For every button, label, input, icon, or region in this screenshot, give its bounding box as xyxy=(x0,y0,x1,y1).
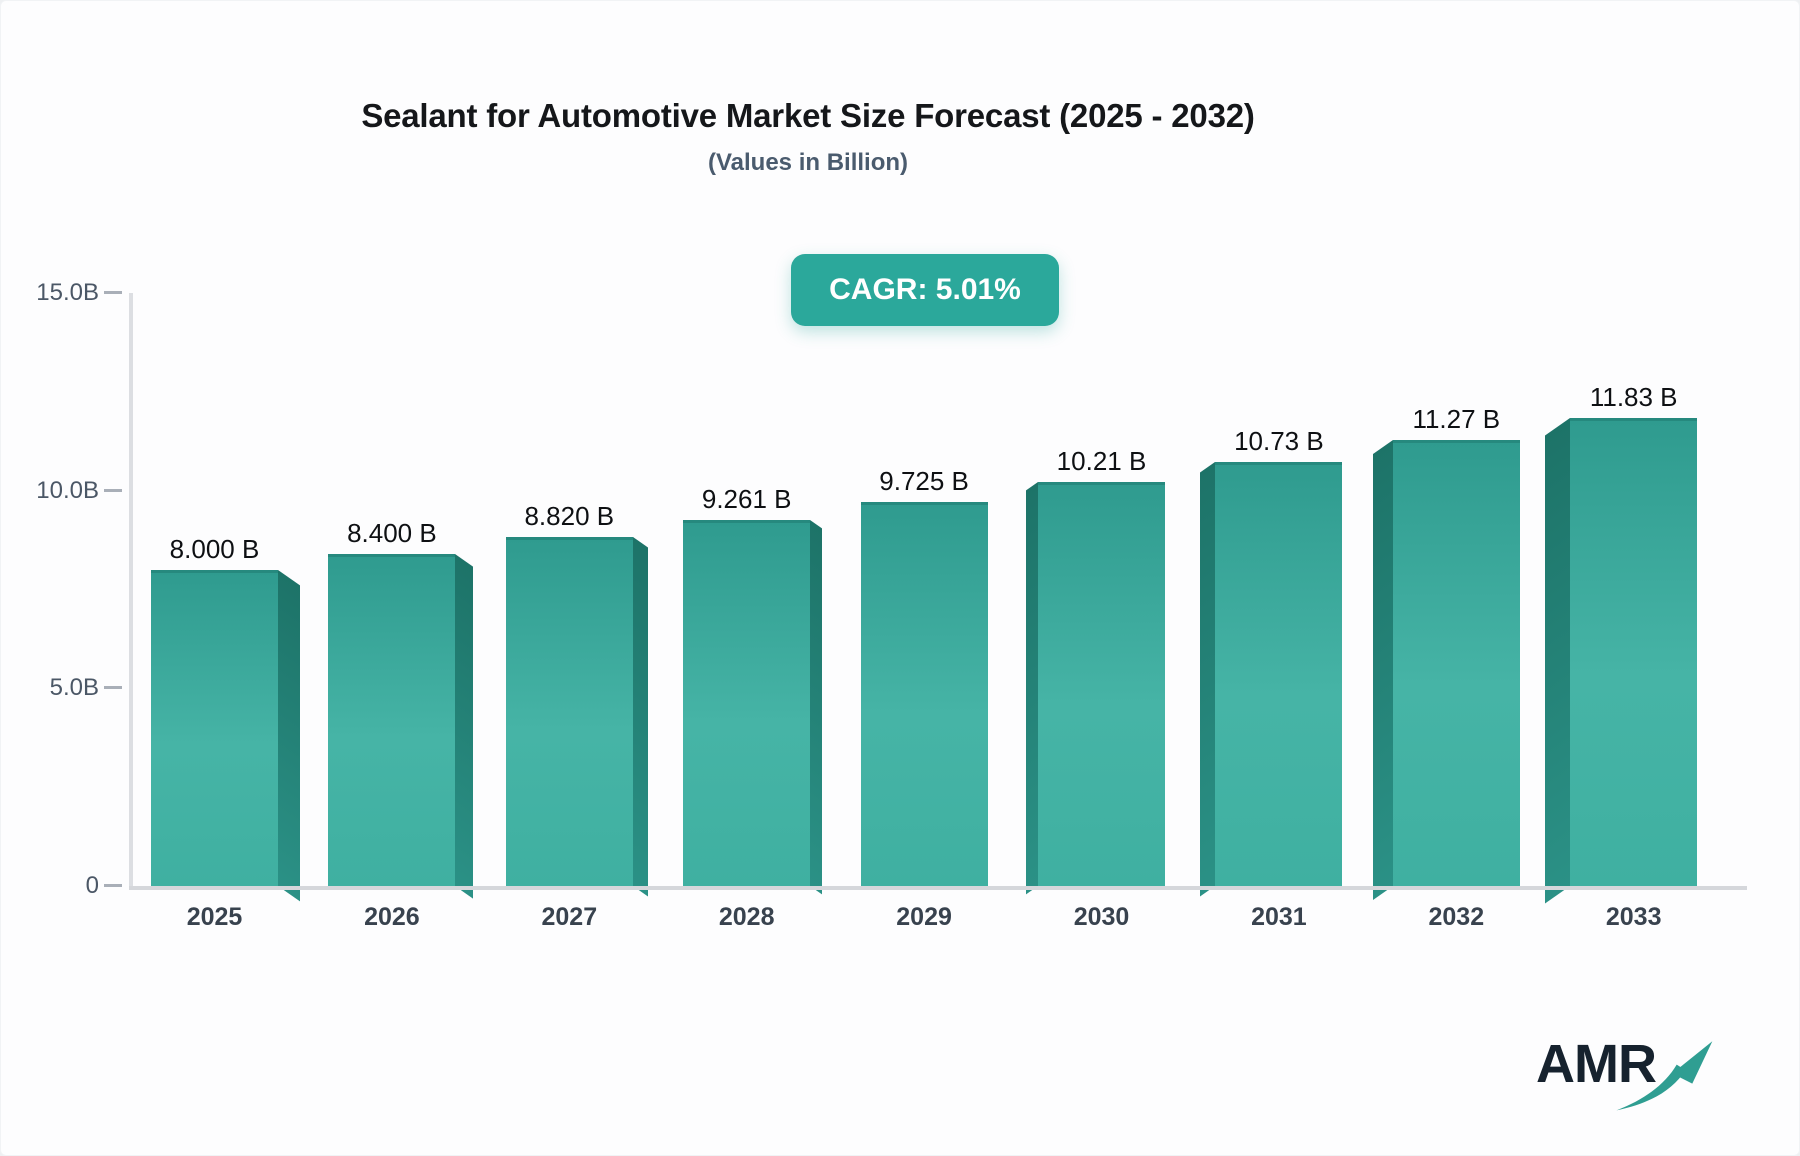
bar-value-label-2025: 8.000 B xyxy=(169,533,260,564)
bar-value-label-2026: 8.400 B xyxy=(347,517,437,548)
bar-value-label-2032: 11.27 B xyxy=(1412,404,1501,435)
y-tick-label: 15.0B xyxy=(36,279,99,307)
x-axis-label-2025: 2025 xyxy=(186,903,243,931)
bar-2030 xyxy=(1038,482,1165,886)
bar-side-face-2026 xyxy=(455,553,474,899)
y-tick-label: 0 xyxy=(85,872,99,899)
x-axis-line xyxy=(129,886,1747,890)
bar-2029 xyxy=(860,501,988,886)
bar-2031 xyxy=(1215,461,1343,886)
x-axis-label-2033: 2033 xyxy=(1605,903,1662,931)
x-axis-label-2027: 2027 xyxy=(541,903,598,931)
y-tick-mark xyxy=(104,686,122,690)
bar-side-face-2028 xyxy=(810,519,823,895)
bar-value-label-2027: 8.820 B xyxy=(524,501,615,532)
y-tick-mark xyxy=(104,291,122,295)
bar-value-label-2030: 10.21 B xyxy=(1056,446,1147,477)
amr-logo-text: AMR xyxy=(1536,1034,1657,1094)
x-axis-label-2031: 2031 xyxy=(1251,903,1307,931)
x-axis-label-2030: 2030 xyxy=(1073,903,1130,931)
y-tick-label: 10.0B xyxy=(36,476,99,504)
growth-arrow-icon xyxy=(1616,1041,1713,1111)
y-tick-label: 5.0B xyxy=(49,674,99,702)
x-axis-label-2028: 2028 xyxy=(718,903,775,931)
bar-side-face-2032 xyxy=(1372,440,1393,900)
bar-value-label-2028: 9.261 B xyxy=(701,483,792,514)
bar-value-label-2029: 9.725 B xyxy=(879,465,969,496)
bar-2026 xyxy=(328,553,456,886)
bar-2032 xyxy=(1392,440,1520,886)
chart-subtitle: (Values in Billion) xyxy=(707,149,909,176)
bar-2027 xyxy=(505,537,633,886)
x-axis-label-2029: 2029 xyxy=(896,903,952,931)
bar-value-label-2031: 10.73 B xyxy=(1234,425,1324,456)
chart-title: Sealant for Automotive Market Size Forec… xyxy=(361,97,1255,134)
amr-logo: AMR xyxy=(1536,1033,1736,1123)
bar-side-face-2030 xyxy=(1026,482,1038,895)
x-axis-label-2026: 2026 xyxy=(364,903,420,931)
bar-value-label-2033: 11.83 B xyxy=(1589,382,1678,413)
bar-side-face-2025 xyxy=(278,569,300,902)
bar-side-face-2033 xyxy=(1545,418,1571,904)
y-tick-mark xyxy=(104,488,122,492)
y-axis-line xyxy=(129,293,133,890)
cagr-badge: CAGR: 5.01% xyxy=(791,254,1059,326)
bar-side-face-2027 xyxy=(632,537,648,897)
bar-2033 xyxy=(1570,418,1698,886)
y-tick-mark xyxy=(104,884,122,887)
bar-side-face-2031 xyxy=(1200,461,1216,897)
bar-2025 xyxy=(151,569,278,886)
bar-2028 xyxy=(683,519,811,886)
x-axis-label-2032: 2032 xyxy=(1428,903,1485,931)
